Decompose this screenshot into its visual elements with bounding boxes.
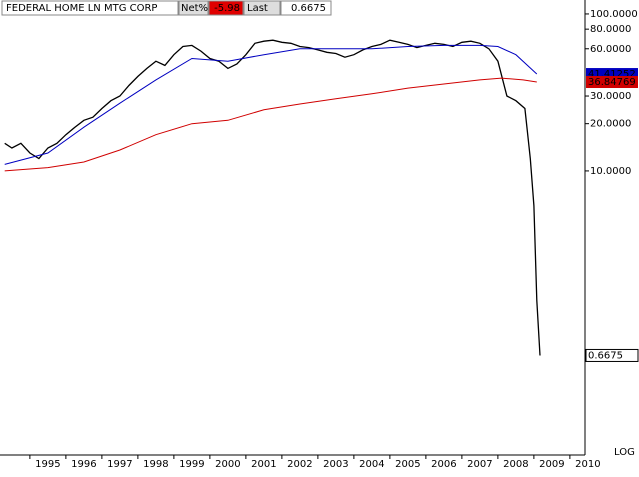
- y-tick-label: 30.0000: [590, 91, 631, 102]
- y-tick-label: 10.0000: [590, 166, 631, 177]
- last-label-box: [243, 0, 281, 16]
- last-value: 0.6675: [291, 3, 326, 14]
- x-tick-label: 2002: [287, 459, 312, 470]
- last-value-box: [280, 0, 332, 16]
- last-label: Last: [247, 3, 268, 14]
- series-line: [4, 44, 538, 165]
- x-tick-label: 2003: [323, 459, 348, 470]
- last-value-box: [585, 348, 639, 362]
- x-tick-label: 2008: [503, 459, 528, 470]
- x-tick-label: 2000: [215, 459, 240, 470]
- x-tick-label: 1996: [71, 459, 96, 470]
- x-tick-label: 2001: [251, 459, 276, 470]
- y-tick-label: 20.0000: [590, 119, 631, 130]
- net-label-box: [178, 0, 209, 16]
- x-tick-label: 1998: [143, 459, 168, 470]
- title-box: [1, 0, 179, 16]
- x-tick-label: 1995: [35, 459, 60, 470]
- chart-title: FEDERAL HOME LN MTG CORP: [6, 3, 157, 14]
- x-tick-label: 2009: [539, 459, 564, 470]
- scale-label: LOG: [614, 447, 635, 458]
- last-value-label: 0.6675: [588, 350, 623, 361]
- x-tick-label: 2010: [575, 459, 600, 470]
- y-tick-label: 100.0000: [590, 9, 638, 20]
- x-tick-label: 1997: [107, 459, 132, 470]
- x-tick-label: 2005: [395, 459, 420, 470]
- x-tick-label: 2007: [467, 459, 492, 470]
- x-tick-label: 1999: [179, 459, 204, 470]
- y-tick-label: 60.0000: [590, 44, 631, 55]
- x-tick-label: 2004: [359, 459, 384, 470]
- x-tick-label: 2006: [431, 459, 456, 470]
- net-value-box: [208, 0, 244, 16]
- y-tick-label: 80.0000: [590, 24, 631, 35]
- last-value-label: 36.84769: [588, 77, 636, 88]
- net-label: Net%: [181, 3, 208, 14]
- last-value-box: [586, 76, 638, 89]
- net-value: -5.98: [214, 3, 240, 14]
- series-line: [4, 39, 541, 356]
- last-value-label: 41.41252: [588, 69, 636, 80]
- series-line: [4, 77, 537, 172]
